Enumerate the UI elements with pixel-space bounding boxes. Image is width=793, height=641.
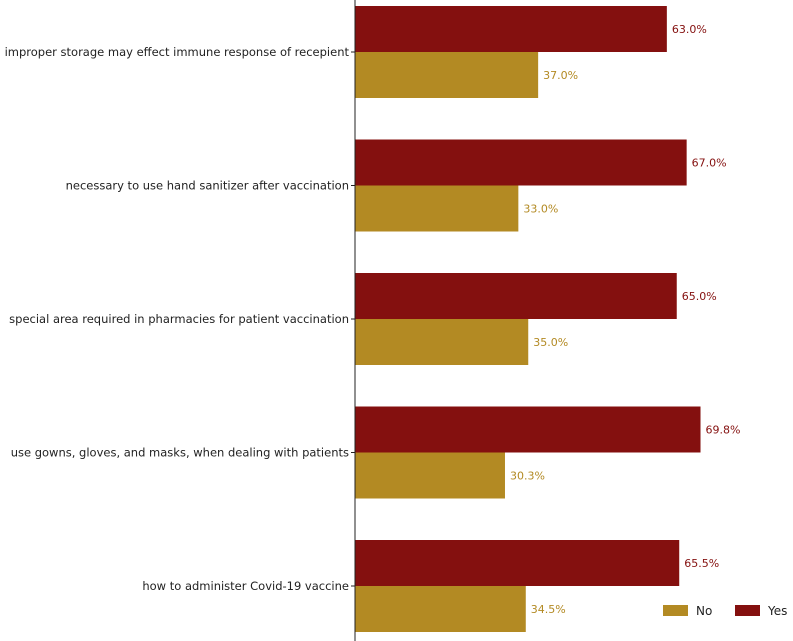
value-label-yes-1: 67.0% <box>692 157 727 170</box>
category-label-2: special area required in pharmacies for … <box>9 312 349 326</box>
category-label-0: improper storage may effect immune respo… <box>5 45 350 59</box>
legend-label-yes: Yes <box>767 604 787 618</box>
bar-yes-0 <box>355 6 667 52</box>
legend-label-no: No <box>696 604 712 618</box>
value-label-no-2: 35.0% <box>533 336 568 349</box>
value-label-no-3: 30.3% <box>510 470 545 483</box>
bar-yes-2 <box>355 273 677 319</box>
value-label-yes-0: 63.0% <box>672 23 707 36</box>
value-label-no-1: 33.0% <box>523 203 558 216</box>
bar-yes-1 <box>355 139 687 186</box>
legend-swatch-no <box>663 605 688 616</box>
bar-no-1 <box>355 185 519 232</box>
bars-layer <box>355 6 701 632</box>
bar-no-3 <box>355 452 505 499</box>
category-label-3: use gowns, gloves, and masks, when deali… <box>11 446 349 460</box>
bar-no-2 <box>355 319 529 365</box>
value-label-yes-2: 65.0% <box>682 290 717 303</box>
labels-layer: 63.0% 37.0% improper storage may effect im… <box>5 23 741 616</box>
bar-no-4 <box>355 586 526 632</box>
legend-swatch-yes <box>735 605 760 616</box>
bar-no-0 <box>355 52 539 98</box>
value-label-no-0: 37.0% <box>543 69 578 82</box>
category-label-1: necessary to use hand sanitizer after va… <box>66 179 349 193</box>
value-label-no-4: 34.5% <box>531 603 566 616</box>
category-label-4: how to administer Covid-19 vaccine <box>142 579 349 593</box>
bar-yes-4 <box>355 540 680 586</box>
legend: No Yes <box>663 604 787 618</box>
value-label-yes-3: 69.8% <box>706 424 741 437</box>
value-label-yes-4: 65.5% <box>684 557 719 570</box>
bar-yes-3 <box>355 406 701 453</box>
